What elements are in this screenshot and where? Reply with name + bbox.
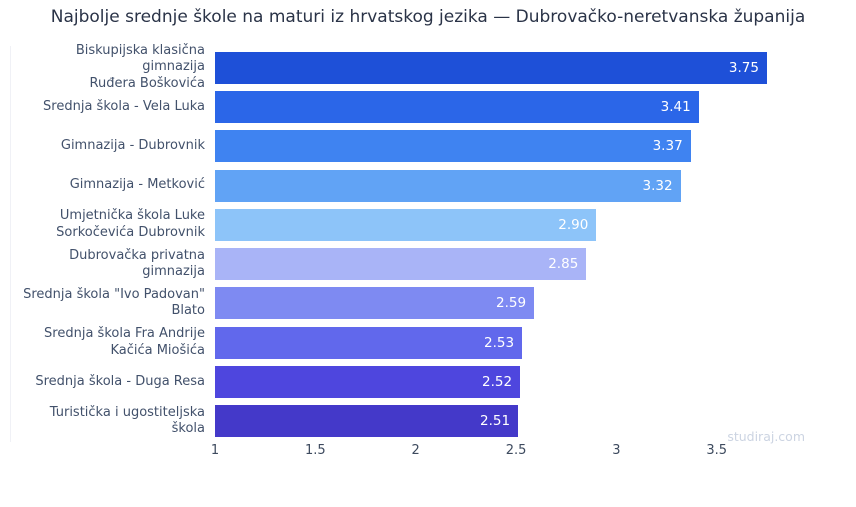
bar[interactable]: 3.75 (215, 51, 767, 84)
category-label: Biskupijska klasična gimnazija Ruđera Bo… (75, 42, 205, 91)
category-label: Umjetnička škola Luke Sorkočevića Dubrov… (56, 208, 205, 240)
bar-track: 3.75 (215, 51, 856, 84)
bar-track: 3.32 (215, 169, 856, 202)
bar-track: 2.52 (215, 366, 856, 399)
category-label: Turistička i ugostiteljska škola (49, 404, 205, 437)
chart-title: Najbolje srednje škole na maturi iz hrva… (50, 7, 806, 27)
category-label: Srednja škola Fra Andrije Kačića Miošića (44, 326, 205, 358)
bar[interactable]: 3.37 (215, 130, 691, 163)
bar-value-label: 2.53 (484, 334, 515, 351)
left-edge-line (10, 46, 11, 442)
bar[interactable]: 3.41 (215, 90, 699, 123)
bar[interactable]: 3.32 (215, 169, 681, 202)
chart-row: Srednja škola - Duga Resa 2.52 (10, 362, 856, 401)
category-label: Srednja škola - Duga Resa (35, 373, 205, 389)
chart-row: Umjetnička škola Luke Sorkočevića Dubrov… (10, 205, 856, 244)
chart-row: Dubrovačka privatna gimnazija 2.85 (10, 244, 856, 283)
watermark: studiraj.com (727, 429, 805, 444)
x-axis: 1 1.5 2 2.5 3 3.5 (211, 441, 856, 461)
category-label: Gimnazija - Dubrovnik (60, 137, 205, 153)
bar[interactable]: 2.53 (215, 326, 523, 359)
x-axis-tick-label: 1 (210, 443, 220, 458)
bar-track: 2.85 (215, 248, 856, 281)
bar[interactable]: 2.85 (215, 248, 587, 281)
chart-row: Turistička i ugostiteljska škola 2.51 (10, 402, 856, 441)
bar[interactable]: 2.52 (215, 366, 521, 399)
bar-value-label: 3.75 (728, 59, 759, 76)
bar[interactable]: 2.90 (215, 208, 597, 241)
chart-row: Gimnazija - Metković 3.32 (10, 166, 856, 205)
bar-value-label: 2.51 (479, 413, 511, 430)
chart-row: Srednja škola "Ivo Padovan" Blato 2.59 (10, 284, 856, 323)
bar-track: 3.41 (215, 90, 856, 123)
bar-value-label: 2.59 (496, 295, 527, 312)
category-label: Gimnazija - Metković (69, 177, 205, 193)
bar-track: 2.59 (215, 287, 856, 320)
bar[interactable]: 2.51 (215, 405, 519, 438)
bar-value-label: 3.37 (652, 138, 683, 155)
bar-value-label: 2.90 (558, 216, 589, 233)
x-axis-tick-label: 1.5 (305, 443, 326, 458)
category-label: Dubrovačka privatna gimnazija (69, 247, 205, 280)
bar-value-label: 2.52 (482, 374, 513, 391)
x-axis-tick-label: 3.5 (706, 443, 728, 458)
category-label: Srednja škola "Ivo Padovan" Blato (23, 286, 205, 319)
chart-row: Srednja škola - Vela Luka 3.41 (10, 87, 856, 126)
bar[interactable]: 2.59 (215, 287, 535, 320)
bar-track: 3.37 (215, 130, 856, 163)
bar-value-label: 3.32 (642, 177, 673, 194)
bar-value-label: 2.85 (548, 256, 579, 273)
chart-row: Gimnazija - Dubrovnik 3.37 (10, 127, 856, 166)
bar-value-label: 3.41 (660, 98, 691, 115)
chart-row: Biskupijska klasična gimnazija Ruđera Bo… (10, 43, 856, 91)
x-axis-tick-label: 3 (612, 443, 621, 458)
chart-rows: Biskupijska klasična gimnazija Ruđera Bo… (10, 43, 856, 441)
bar-track: 2.53 (215, 326, 856, 359)
x-axis-tick-label: 2 (411, 443, 420, 458)
x-axis-tick-label: 2.5 (505, 443, 527, 458)
category-label: Srednja škola - Vela Luka (43, 98, 205, 114)
bar-track: 2.51 (215, 405, 856, 438)
bar-track: 2.90 (215, 208, 856, 241)
chart-row: Srednja škola Fra Andrije Kačića Miošića… (10, 323, 856, 362)
